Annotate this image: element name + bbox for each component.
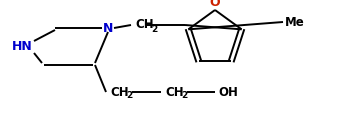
Text: 2: 2	[181, 91, 187, 100]
Text: HN: HN	[12, 40, 32, 53]
Text: O: O	[210, 0, 220, 9]
Text: CH: CH	[135, 18, 154, 31]
Text: Me: Me	[285, 15, 305, 29]
Text: N: N	[103, 21, 113, 34]
Text: 2: 2	[151, 24, 157, 34]
Text: CH: CH	[165, 86, 183, 99]
Text: CH: CH	[110, 86, 129, 99]
Text: 2: 2	[126, 91, 132, 100]
Text: OH: OH	[218, 86, 238, 99]
